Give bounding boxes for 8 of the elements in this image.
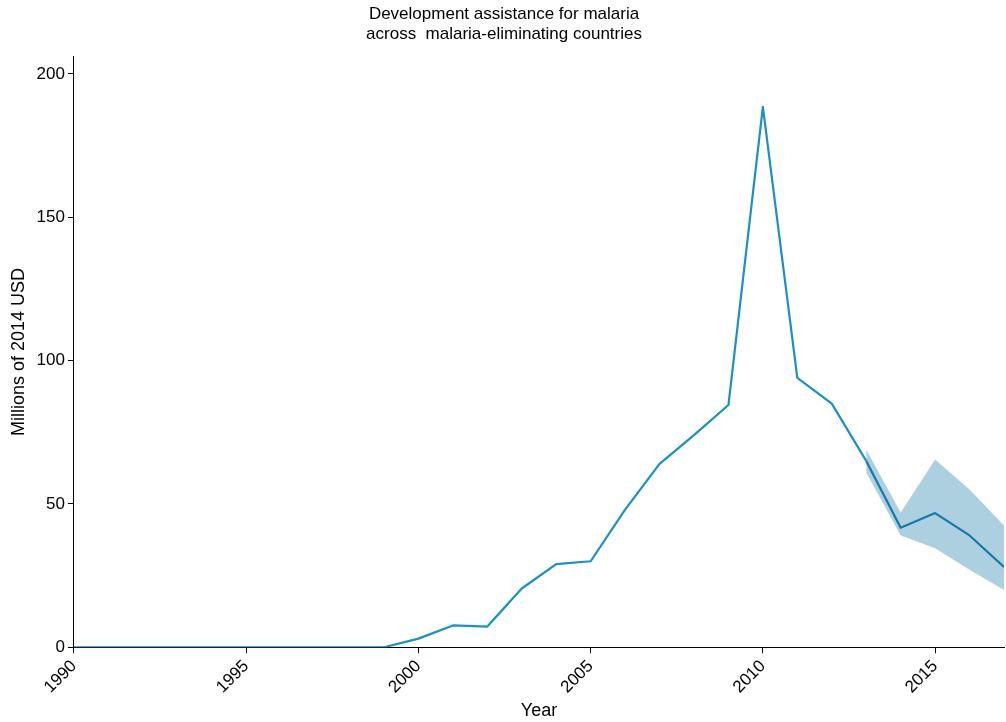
- y-tick-label: 150: [36, 206, 65, 226]
- y-tick-label: 50: [46, 493, 65, 513]
- y-tick-label: 100: [36, 350, 65, 370]
- x-axis-title: Year: [520, 700, 558, 721]
- y-tick-label: 200: [36, 63, 65, 83]
- y-tick-label: 0: [55, 636, 65, 656]
- y-axis-title: Millions of 2014 USD: [7, 267, 28, 437]
- chart-title: Development assistance for malaria across malaria-eliminating countries: [366, 3, 642, 44]
